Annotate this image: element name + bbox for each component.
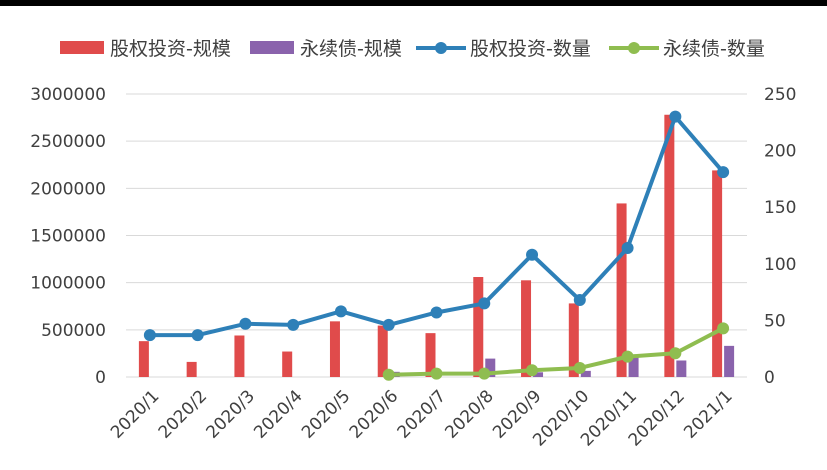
- legend-label: 股权投资-规模: [110, 38, 231, 60]
- series-line: [386, 326, 726, 377]
- x-tick-label: 2020/2: [155, 386, 211, 442]
- y-tick-label: 500000: [41, 321, 106, 341]
- data-point: [526, 364, 539, 377]
- legend-swatch: [250, 41, 294, 54]
- bar: [138, 341, 149, 377]
- bar: [521, 280, 532, 377]
- x-tick-label: 2020/4: [250, 386, 306, 442]
- y2-tick-label: 0: [764, 368, 775, 388]
- bar: [186, 361, 197, 377]
- data-point: [478, 367, 491, 380]
- legend-label: 永续债-数量: [663, 38, 765, 60]
- x-axis: 2020/12020/22020/32020/42020/52020/62020…: [107, 386, 737, 450]
- y-axis-left: 3000000 2500000 2000000 1500000 1000000 50000…: [30, 85, 106, 388]
- data-point: [430, 306, 443, 319]
- bar: [724, 345, 735, 377]
- series-line: [147, 114, 726, 338]
- legend-label: 永续债-规模: [300, 38, 402, 60]
- y2-tick-label: 250: [764, 85, 796, 105]
- data-point: [430, 367, 443, 380]
- data-point: [478, 297, 491, 310]
- bar: [234, 335, 245, 377]
- bar: [628, 355, 639, 377]
- data-point: [621, 350, 634, 363]
- y2-tick-label: 50: [764, 311, 786, 331]
- bar: [377, 325, 388, 377]
- bar: [664, 114, 675, 378]
- y-tick-label: 0: [95, 368, 106, 388]
- data-point: [573, 361, 586, 374]
- bar-series: [138, 114, 735, 378]
- y2-tick-label: 100: [764, 255, 796, 275]
- legend-marker: [628, 42, 640, 54]
- x-tick-label: 2020/1: [107, 386, 163, 442]
- bar: [568, 303, 579, 377]
- y-tick-label: 2500000: [30, 132, 106, 152]
- y-tick-label: 1500000: [30, 227, 106, 247]
- data-point: [669, 110, 682, 123]
- data-point: [573, 294, 586, 307]
- data-point: [669, 347, 682, 360]
- data-point: [621, 241, 634, 254]
- bar: [580, 370, 591, 377]
- data-point: [382, 368, 395, 381]
- bar: [473, 277, 484, 377]
- bar: [712, 170, 723, 377]
- bar: [676, 360, 687, 377]
- data-point: [287, 318, 300, 331]
- data-point: [526, 248, 539, 261]
- bar: [329, 321, 340, 377]
- x-tick-label: 2020/5: [298, 386, 354, 442]
- bar: [485, 358, 496, 377]
- x-tick-label: 2020/3: [203, 386, 259, 442]
- y2-tick-label: 150: [764, 198, 796, 218]
- top-border: [0, 0, 827, 6]
- legend: 股权投资-规模 永续债-规模 股权投资-数量 永续债-数量: [60, 38, 765, 60]
- legend-swatch: [60, 41, 104, 54]
- y-tick-label: 1000000: [30, 274, 106, 294]
- gridlines: [126, 93, 747, 378]
- y-tick-label: 3000000: [30, 85, 106, 105]
- bar: [533, 372, 544, 377]
- data-point: [334, 305, 347, 318]
- data-point: [143, 329, 156, 342]
- data-point: [382, 318, 395, 331]
- line-series: [143, 110, 730, 381]
- data-point: [717, 166, 730, 179]
- bar: [616, 203, 627, 377]
- bar: [425, 333, 436, 377]
- bar: [282, 351, 293, 377]
- y2-tick-label: 200: [764, 142, 796, 162]
- data-point: [191, 329, 204, 342]
- data-point: [717, 322, 730, 335]
- x-tick-label: 2020/6: [346, 386, 402, 442]
- x-tick-label: 2020/7: [394, 386, 450, 442]
- y-axis-right: 250 200 150 100 50 0: [764, 85, 796, 388]
- y-tick-label: 2000000: [30, 179, 106, 199]
- x-tick-label: 2020/8: [441, 386, 497, 442]
- data-point: [239, 317, 252, 330]
- legend-label: 股权投资-数量: [470, 38, 591, 60]
- x-tick-label: 2021/1: [680, 386, 736, 442]
- legend-marker: [435, 42, 447, 54]
